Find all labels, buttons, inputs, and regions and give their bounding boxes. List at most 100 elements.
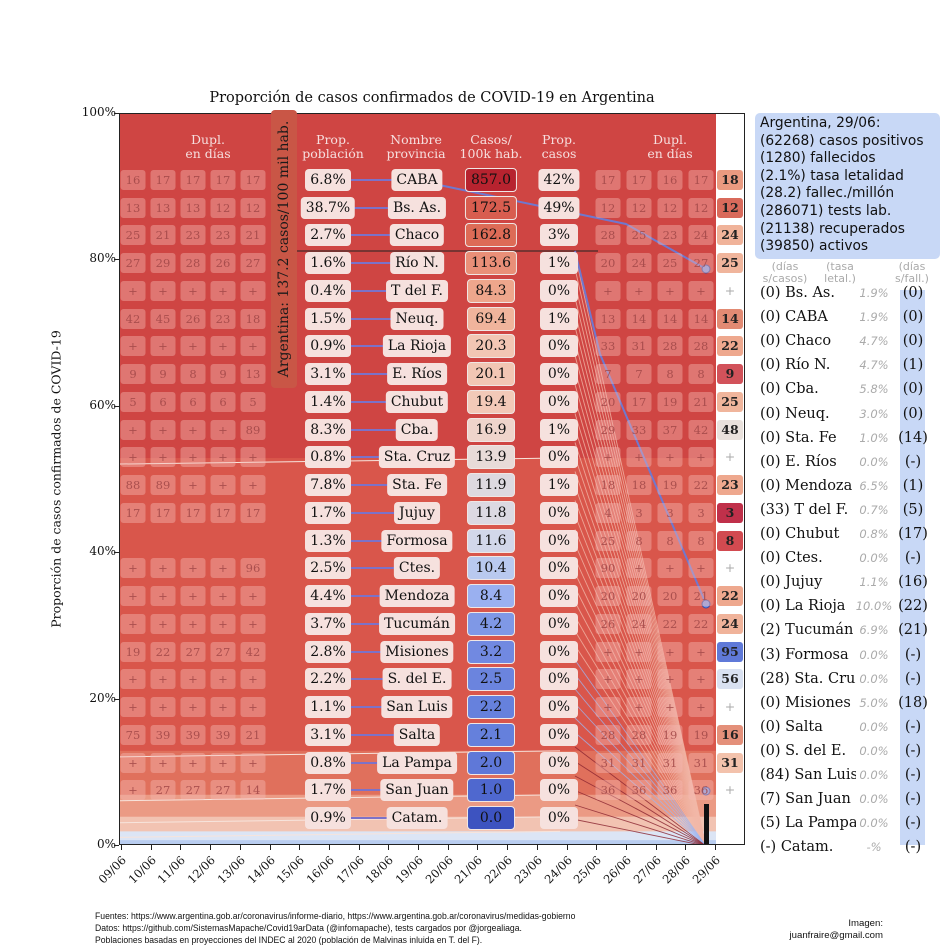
doubling-days-cell: +: [150, 613, 176, 634]
prop-casos-value: 0%: [540, 723, 578, 746]
trend-point: [701, 264, 711, 274]
doubling-days-cell: 28: [626, 724, 652, 745]
doubling-days-cell: 12: [688, 197, 714, 218]
province-connector-line: [574, 587, 706, 844]
summary-lethality-rate: 0.0%: [859, 551, 889, 566]
pop-name-connector: [350, 234, 410, 237]
doubling-days-cell: 13: [180, 197, 206, 218]
casos-100k-value: 3.2: [467, 639, 515, 664]
area-boundary-line: [120, 830, 561, 838]
prop-casos-value: 0%: [540, 446, 578, 469]
x-tick-mark: [239, 845, 241, 850]
doubling-days-cell: 33: [595, 336, 621, 357]
doubling-days-cell: 13: [120, 197, 146, 218]
latest-doubling-days: 9: [717, 364, 743, 385]
y-tick-label: 40%: [89, 544, 116, 559]
chart-title: Proporción de casos confirmados de COVID…: [209, 90, 655, 106]
summary-lethality-rate: 1.9%: [859, 286, 889, 300]
doubling-days-cell: 16: [657, 170, 683, 190]
doubling-days-cell: 89: [240, 419, 266, 440]
province-connector-line: [574, 616, 706, 844]
summary-province: (0) CABA: [760, 309, 828, 326]
summary-province: (3) Formosa: [760, 646, 849, 663]
doubling-days-cell: +: [120, 558, 146, 579]
prop-poblacion-value: 0.8%: [305, 751, 351, 774]
doubling-days-cell: +: [120, 586, 146, 607]
doubling-days-cell: 96: [240, 558, 266, 579]
x-tick-mark: [299, 845, 301, 850]
doubling-days-cell: +: [688, 447, 714, 468]
doubling-days-cell: +: [240, 586, 266, 607]
summary-province: (0) Chubut: [760, 526, 840, 542]
province-name: La Rioja: [382, 335, 452, 358]
latest-doubling-days: 25: [717, 391, 743, 412]
prop-casos-value: 49%: [538, 196, 580, 219]
prop-poblacion-value: 0.9%: [305, 807, 351, 830]
province-name: Neuq.: [390, 307, 444, 330]
doubling-days-cell: +: [657, 641, 683, 662]
province-connector-line: [574, 369, 706, 844]
header-prop-poblacion: Prop. población: [302, 132, 364, 161]
doubling-days-cell: +: [626, 447, 652, 468]
province-connector-line: [574, 253, 707, 844]
summary-province: (0) Misiones: [760, 694, 851, 711]
doubling-days-cell: 8: [657, 364, 683, 385]
doubling-days-cell: +: [210, 752, 236, 773]
doubling-days-cell: +: [150, 697, 176, 718]
summary-line: (1280) fallecidos: [760, 150, 876, 167]
doubling-days-cell: 12: [595, 197, 621, 218]
doubling-days-cell: +: [657, 669, 683, 690]
summary-days-since-death: (-): [904, 718, 922, 735]
pop-name-connector: [350, 289, 410, 292]
doubling-days-cell: +: [180, 419, 206, 440]
province-name: San Luis: [381, 696, 453, 719]
province-name: Cba.: [395, 418, 439, 441]
doubling-days-cell: 6: [150, 391, 176, 412]
doubling-days-cell: 23: [657, 225, 683, 246]
prop-casos-value: 0%: [540, 557, 578, 580]
doubling-days-cell: 17: [240, 170, 266, 190]
prop-casos-value: 0%: [540, 363, 578, 386]
doubling-days-cell: 27: [210, 641, 236, 662]
summary-days-since-death: (5): [902, 501, 924, 518]
province-connector-line: [574, 645, 706, 844]
doubling-days-cell: 19: [657, 391, 683, 412]
pop-name-connector: [350, 678, 410, 681]
summary-lethality-rate: 0.0%: [859, 743, 889, 758]
footer-population: Poblaciones basadas en proyecciones del …: [95, 935, 483, 946]
doubling-days-cell: +: [210, 419, 236, 440]
pop-name-connector: [350, 262, 410, 265]
doubling-days-cell: 17: [180, 170, 206, 190]
y-tick-mark: [114, 845, 119, 846]
province-name: Salta: [393, 723, 441, 746]
province-connector-line: [574, 282, 706, 844]
doubling-days-cell: 25: [595, 530, 621, 551]
prop-poblacion-value: 3.1%: [305, 363, 351, 386]
doubling-days-cell: 24: [626, 253, 652, 274]
casos-100k-value: 11.6: [467, 528, 515, 553]
summary-province: (-) Catam.: [760, 839, 834, 856]
prop-poblacion-value: 0.8%: [305, 446, 351, 469]
doubling-days-cell: 27: [688, 253, 714, 274]
header-dupl-left: Dupl. en días: [185, 132, 231, 161]
doubling-days-cell: 42: [120, 308, 146, 329]
pop-name-connector: [350, 373, 410, 376]
province-connector-line: [574, 311, 706, 844]
doubling-days-cell: 23: [210, 308, 236, 329]
casos-100k-value: 172.5: [464, 195, 518, 220]
pop-name-connector: [350, 817, 410, 820]
prop-poblacion-value: 0.9%: [305, 335, 351, 358]
prop-poblacion-value: 3.1%: [305, 723, 351, 746]
summary-lethality-rate: 4.7%: [859, 358, 889, 373]
doubling-days-cell: +: [180, 613, 206, 634]
doubling-days-cell: 21: [688, 391, 714, 412]
casos-100k-value: 1.0: [467, 778, 515, 803]
doubling-days-cell: +: [180, 558, 206, 579]
pop-name-connector: [350, 345, 410, 348]
latest-doubling-days: +: [724, 699, 736, 715]
province-connector-line: [574, 456, 706, 844]
prop-casos-value: 0%: [540, 807, 578, 830]
summary-days-since-death: (-): [904, 550, 922, 567]
prop-casos-value: 0%: [540, 668, 578, 691]
casos-100k-value: 11.9: [467, 473, 515, 498]
